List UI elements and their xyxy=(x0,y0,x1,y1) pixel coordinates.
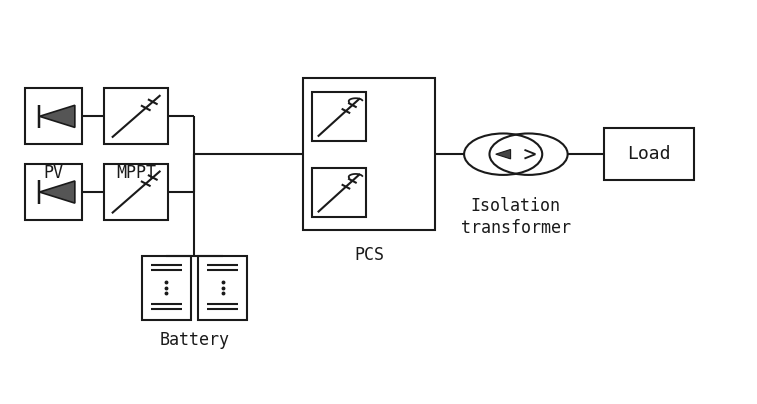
FancyBboxPatch shape xyxy=(104,164,168,220)
Text: Isolation
transformer: Isolation transformer xyxy=(461,197,571,237)
FancyBboxPatch shape xyxy=(313,168,366,217)
FancyBboxPatch shape xyxy=(198,256,247,320)
FancyBboxPatch shape xyxy=(25,88,82,144)
FancyBboxPatch shape xyxy=(604,128,694,180)
Text: Battery: Battery xyxy=(160,332,229,349)
FancyBboxPatch shape xyxy=(142,256,191,320)
FancyBboxPatch shape xyxy=(25,164,82,220)
Polygon shape xyxy=(39,105,75,127)
FancyBboxPatch shape xyxy=(304,78,435,230)
Text: MPPT: MPPT xyxy=(116,164,156,182)
FancyBboxPatch shape xyxy=(104,88,168,144)
Polygon shape xyxy=(39,181,75,203)
FancyBboxPatch shape xyxy=(313,93,366,141)
Text: Load: Load xyxy=(628,145,671,163)
Text: PCS: PCS xyxy=(354,246,384,264)
Text: PV: PV xyxy=(43,164,64,182)
Polygon shape xyxy=(496,149,510,159)
